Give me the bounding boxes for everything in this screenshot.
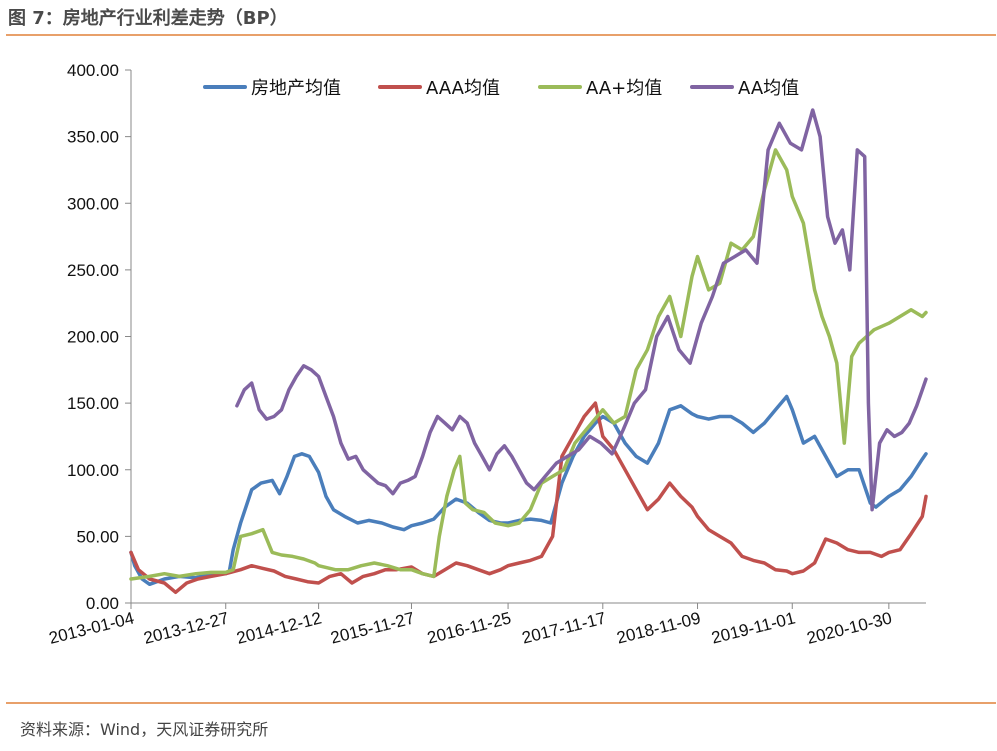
x-tick-label: 2018-11-09 [615,608,703,647]
bottom-divider [6,702,996,704]
x-tick-label: 2016-11-25 [425,608,513,647]
legend-label: AA均值 [738,78,799,99]
x-tick-label: 2015-11-27 [329,608,417,647]
x-tick-label: 2020-10-30 [805,608,894,647]
y-tick-label: 350.00 [67,128,119,147]
x-tick-label: 2014-12-12 [235,608,324,647]
series-lines [129,108,928,595]
legend-label: AA+均值 [586,78,662,99]
chart-axes [130,70,926,604]
y-tick-label: 300.00 [67,194,119,213]
series-line [129,148,928,581]
y-tick-label: 150.00 [67,394,119,413]
legend-label: AAA均值 [426,78,500,99]
x-tick-label: 2013-01-04 [47,608,136,647]
y-tick-label: 200.00 [67,328,119,347]
x-axis-ticks: 2013-01-04 2013-12-27 2014-12-12 2015-11-27… [47,603,894,648]
source-note: 资料来源：Wind，天风证券研究所 [20,720,269,739]
series-line [129,394,928,587]
y-tick-label: 400.00 [67,61,119,80]
series-line [129,401,928,595]
x-tick-label: 2017-11-17 [520,608,608,647]
line-chart: 0.00 50.00 100.00 150.00 200.00 250.00 300.00 3… [47,61,928,648]
top-divider [6,34,996,36]
series-line [235,108,928,512]
y-tick-label: 250.00 [67,261,119,280]
y-tick-label: 50.00 [76,527,119,546]
x-tick-label: 2013-12-27 [142,608,231,647]
legend-label: 房地产均值 [251,78,341,99]
y-tick-label: 0.00 [86,594,119,613]
page-title: 图 7：房地产行业利差走势（BP） [8,8,288,29]
y-tick-label: 100.00 [67,461,119,480]
x-tick-label: 2019-11-01 [709,608,797,647]
legend: 房地产均值 AAA均值 AA+均值 AA均值 [203,78,799,99]
y-axis-ticks: 0.00 50.00 100.00 150.00 200.00 250.00 300.00 3… [67,61,131,613]
